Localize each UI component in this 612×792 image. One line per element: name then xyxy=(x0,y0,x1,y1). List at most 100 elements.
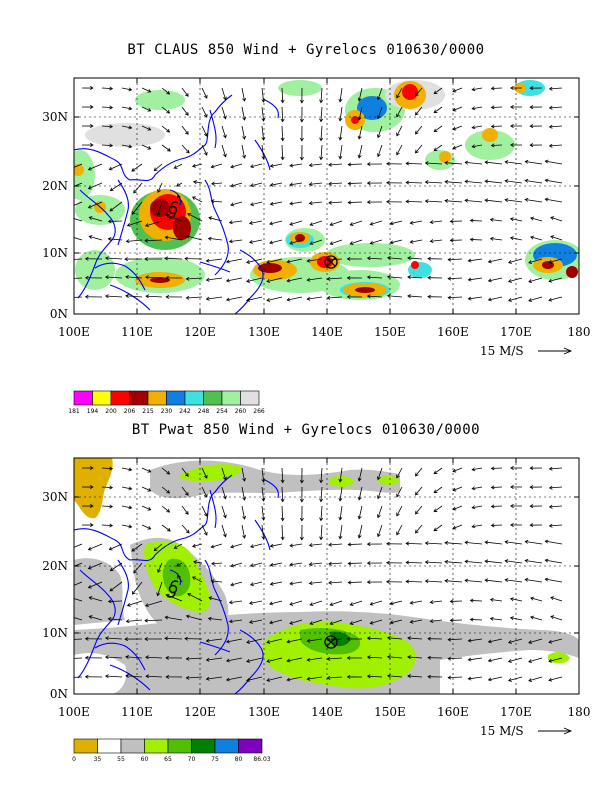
wind-arrow-head xyxy=(469,237,474,242)
wind-arrow xyxy=(229,619,243,623)
wind-arrow-head xyxy=(109,143,114,148)
wind-arrow-head xyxy=(128,87,133,92)
wind-arrow xyxy=(186,296,203,299)
wind-arrow xyxy=(307,676,323,680)
wind-arrow xyxy=(309,562,323,565)
wind-arrow xyxy=(491,125,503,127)
wind-arrow-head xyxy=(286,658,291,663)
panel1-grid xyxy=(74,78,579,314)
wind-arrow-head xyxy=(147,525,152,530)
wind-arrow xyxy=(339,524,343,539)
wind-arrow-head xyxy=(242,477,247,482)
wind-arrow xyxy=(132,581,143,595)
wind-arrow-head xyxy=(452,145,457,150)
wind-arrow-head xyxy=(266,298,271,302)
wind-arrow-head xyxy=(125,655,129,659)
wind-arrow-head xyxy=(366,181,371,186)
wind-arrow-head xyxy=(407,655,411,660)
wind-arrow xyxy=(485,560,503,564)
wind-arrow-head xyxy=(529,466,534,471)
wind-arrow-head xyxy=(544,558,549,563)
wind-arrow-head xyxy=(222,96,227,101)
wind-arrow xyxy=(307,258,323,262)
wind-arrow-head xyxy=(489,236,494,241)
wind-arrow xyxy=(445,200,463,203)
wind-arrow xyxy=(528,277,543,283)
wind-arrow xyxy=(144,619,163,622)
wind-arrow xyxy=(415,505,423,515)
wind-arrow-head xyxy=(396,113,400,118)
wind-arrow-head xyxy=(328,542,332,547)
wind-arrow-head xyxy=(177,194,181,199)
wind-arrow xyxy=(126,619,143,622)
wind-arrow xyxy=(307,296,323,300)
wind-arrow xyxy=(309,220,323,226)
wind-arrow xyxy=(269,239,283,244)
wind-arrow-head xyxy=(319,118,324,123)
colorbar-swatch xyxy=(147,390,167,406)
wind-arrow xyxy=(230,163,243,168)
wind-arrow xyxy=(177,575,183,583)
wind-arrow-head xyxy=(166,109,171,114)
wind-arrow-head xyxy=(184,256,188,261)
wind-arrow xyxy=(548,638,563,643)
wind-arrow xyxy=(320,106,323,122)
wind-arrow-head xyxy=(366,636,371,641)
wind-arrow xyxy=(105,276,123,279)
wind-arrow xyxy=(549,486,563,489)
wind-arrow xyxy=(309,182,323,185)
wind-arrow xyxy=(410,619,423,623)
colorbar-swatch xyxy=(73,390,93,406)
wind-arrow xyxy=(201,505,208,517)
wind-arrow xyxy=(472,486,483,490)
wind-arrow-head xyxy=(145,275,149,280)
wind-arrow-head xyxy=(464,198,469,203)
wind-arrow xyxy=(465,161,483,165)
wind-arrow xyxy=(433,486,443,494)
colorbar-label: 230 xyxy=(160,408,173,415)
wind-arrow xyxy=(121,144,132,148)
wind-arrow-head xyxy=(550,596,555,601)
wind-arrow xyxy=(350,619,363,625)
wind-arrow-head xyxy=(504,198,509,203)
wind-arrow xyxy=(358,467,363,481)
wind-arrow xyxy=(396,144,403,156)
wind-arrow xyxy=(221,505,227,518)
wind-arrow-head xyxy=(386,274,391,279)
wind-arrow xyxy=(330,619,343,625)
panel2-grid xyxy=(74,458,579,694)
wind-arrow xyxy=(161,505,170,513)
wind-arrow-head xyxy=(326,656,331,661)
wind-arrow-head xyxy=(261,136,266,141)
wind-arrow-head xyxy=(261,535,266,540)
wind-arrow-head xyxy=(222,134,227,139)
wind-arrow xyxy=(121,125,132,129)
wind-arrow xyxy=(186,676,203,679)
wind-arrow-head xyxy=(128,144,133,149)
wind-arrow-head xyxy=(185,130,189,135)
wind-arrow xyxy=(328,543,343,546)
wind-arrow-head xyxy=(299,536,304,541)
wind-arrow xyxy=(470,619,483,621)
wind-arrow xyxy=(370,220,383,225)
wind-arrow-head xyxy=(205,638,210,643)
wind-arrow xyxy=(358,505,363,519)
wind-arrow-head xyxy=(319,517,324,522)
wind-arrow-head xyxy=(89,124,94,129)
wind-arrow xyxy=(221,87,227,100)
wind-arrow-head xyxy=(524,539,529,544)
wind-arrow xyxy=(320,524,323,540)
wind-arrow xyxy=(448,676,463,679)
wind-arrow xyxy=(530,597,543,602)
wind-arrow-head xyxy=(319,479,324,484)
wind-arrow-head xyxy=(447,637,452,642)
wind-arrow xyxy=(328,163,343,166)
wind-arrow-head xyxy=(328,162,332,167)
wind-arrow xyxy=(229,239,243,243)
wind-arrow-head xyxy=(529,86,534,91)
colorbar-label: 254 xyxy=(216,408,228,415)
wind-arrow-head xyxy=(286,297,291,302)
wind-arrow xyxy=(250,543,263,548)
wind-arrow xyxy=(281,467,284,483)
wind-arrow-head xyxy=(444,179,449,184)
